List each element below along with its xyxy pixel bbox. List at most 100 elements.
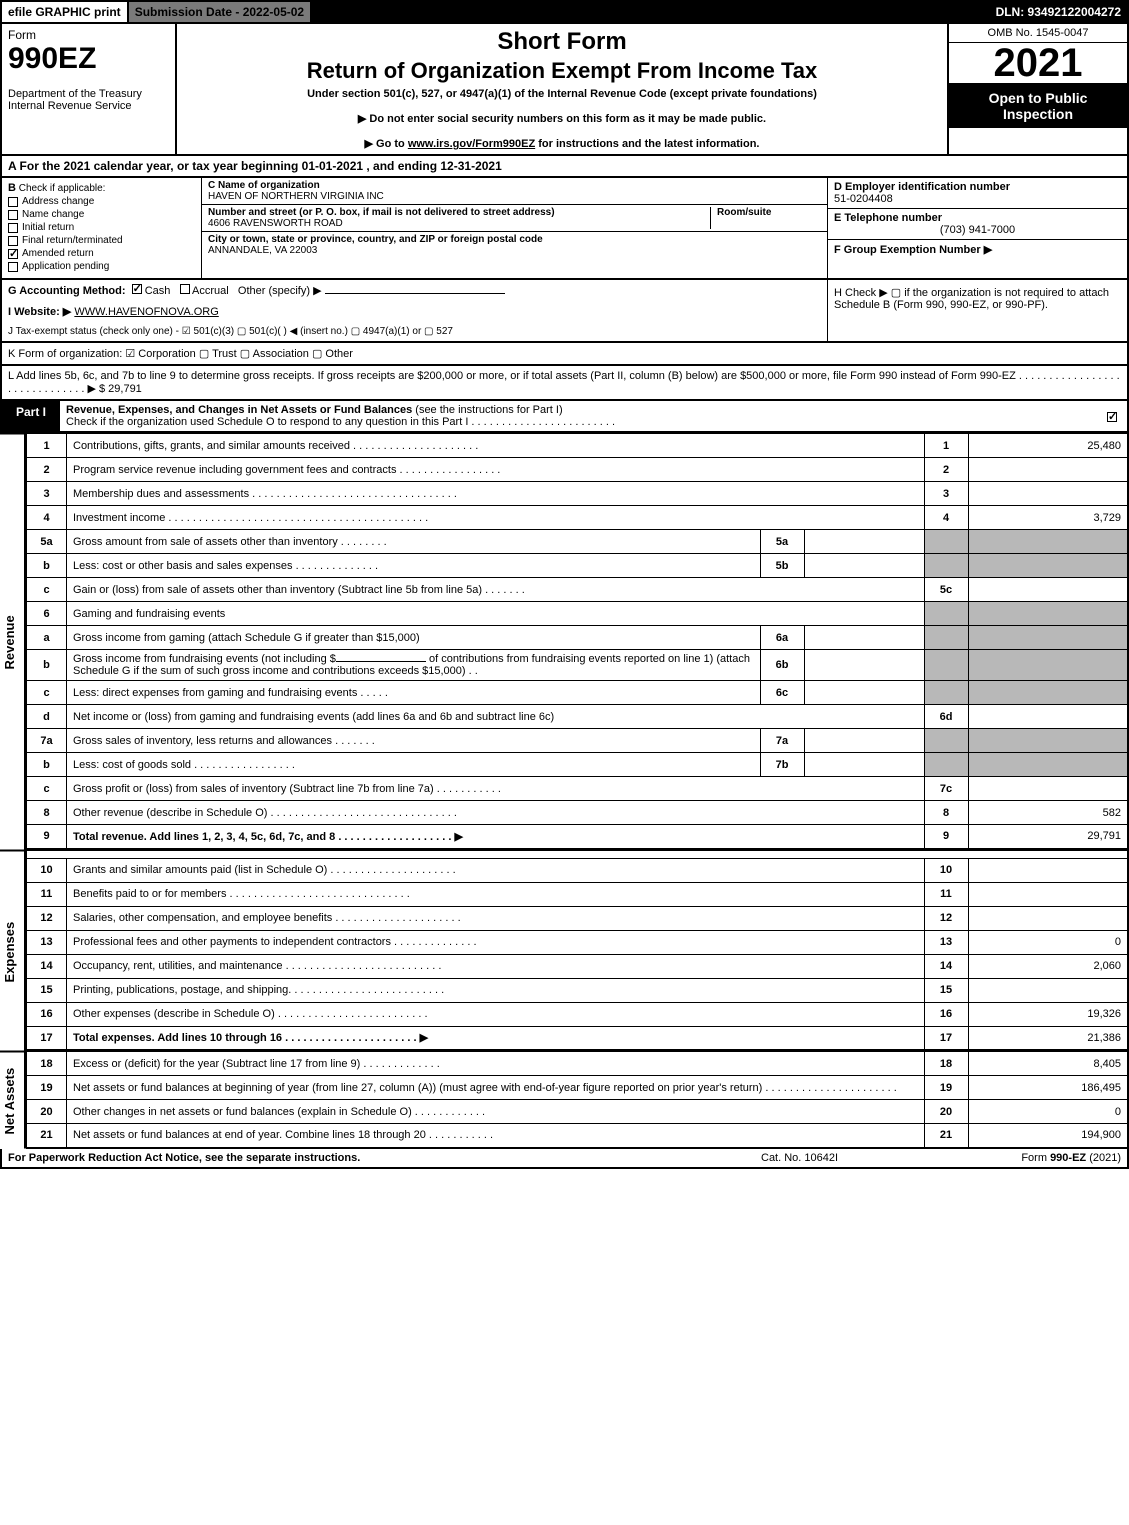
line-desc: Total expenses. Add lines 10 through 16 … bbox=[67, 1026, 925, 1050]
line-6a: aGross income from gaming (attach Schedu… bbox=[27, 626, 1129, 650]
line-num: 4 bbox=[27, 506, 67, 530]
shaded-cell bbox=[924, 554, 968, 578]
row-k: K Form of organization: ☑ Corporation ▢ … bbox=[0, 343, 1129, 366]
line-2: 2Program service revenue including gover… bbox=[27, 458, 1129, 482]
submission-date: Submission Date - 2022-05-02 bbox=[129, 2, 312, 22]
line-desc: Less: cost or other basis and sales expe… bbox=[67, 554, 761, 578]
row-i: I Website: ▶ WWW.HAVENOFNOVA.ORG bbox=[2, 301, 827, 322]
line-desc: Net assets or fund balances at end of ye… bbox=[67, 1124, 925, 1148]
line-num: 20 bbox=[27, 1100, 67, 1124]
line-desc: Gross amount from sale of assets other t… bbox=[67, 530, 761, 554]
line-4: 4Investment income . . . . . . . . . . .… bbox=[27, 506, 1129, 530]
part1-checkbox[interactable] bbox=[1097, 401, 1127, 431]
line-num: 8 bbox=[27, 801, 67, 825]
line-val: 3,729 bbox=[968, 506, 1128, 530]
line-val bbox=[968, 578, 1128, 602]
line-val: 21,386 bbox=[968, 1026, 1128, 1050]
line-subnum: 5b bbox=[760, 554, 804, 578]
line-12: 12Salaries, other compensation, and empl… bbox=[27, 906, 1129, 930]
d-lbl: D Employer identification number bbox=[834, 181, 1121, 193]
line-18: 18Excess or (deficit) for the year (Subt… bbox=[27, 1052, 1129, 1076]
chk-application-pending[interactable]: Application pending bbox=[8, 261, 195, 272]
room-lbl: Room/suite bbox=[717, 207, 821, 218]
line-desc: Membership dues and assessments . . . . … bbox=[67, 482, 925, 506]
b-hdr-text: Check if applicable: bbox=[19, 183, 106, 194]
ein: 51-0204408 bbox=[834, 193, 1121, 205]
line-val: 582 bbox=[968, 801, 1128, 825]
line-val bbox=[968, 482, 1128, 506]
line-20: 20Other changes in net assets or fund ba… bbox=[27, 1100, 1129, 1124]
l9-text: Total revenue. Add lines 1, 2, 3, 4, 5c,… bbox=[73, 831, 463, 843]
expenses-section: Expenses 10Grants and similar amounts pa… bbox=[0, 850, 1129, 1052]
line-rnum: 20 bbox=[924, 1100, 968, 1124]
row-l: L Add lines 5b, 6c, and 7b to line 9 to … bbox=[0, 366, 1129, 401]
line-8: 8Other revenue (describe in Schedule O) … bbox=[27, 801, 1129, 825]
line-7a: 7aGross sales of inventory, less returns… bbox=[27, 729, 1129, 753]
footer-left: For Paperwork Reduction Act Notice, see … bbox=[8, 1152, 761, 1164]
line-7b: bLess: cost of goods sold . . . . . . . … bbox=[27, 753, 1129, 777]
irs-link[interactable]: www.irs.gov/Form990EZ bbox=[408, 138, 535, 150]
revenue-section: Revenue 1Contributions, gifts, grants, a… bbox=[0, 433, 1129, 850]
line-desc: Grants and similar amounts paid (list in… bbox=[67, 858, 925, 882]
f-lbl: F Group Exemption Number ▶ bbox=[834, 243, 1121, 256]
right-box: OMB No. 1545-0047 2021 Open to Public In… bbox=[947, 24, 1127, 154]
line-num: 3 bbox=[27, 482, 67, 506]
line-rnum: 1 bbox=[924, 434, 968, 458]
line-rnum: 5c bbox=[924, 578, 968, 602]
org-name: HAVEN OF NORTHERN VIRGINIA INC bbox=[208, 191, 821, 202]
line-21: 21Net assets or fund balances at end of … bbox=[27, 1124, 1129, 1148]
line-num: 16 bbox=[27, 1002, 67, 1026]
note-link: ▶ Go to www.irs.gov/Form990EZ for instru… bbox=[187, 137, 937, 150]
chk-label: Name change bbox=[22, 209, 84, 220]
line-desc: Gross profit or (loss) from sales of inv… bbox=[67, 777, 925, 801]
line-5c: cGain or (loss) from sale of assets othe… bbox=[27, 578, 1129, 602]
website-link[interactable]: WWW.HAVENOFNOVA.ORG bbox=[74, 306, 218, 318]
line-num: 19 bbox=[27, 1076, 67, 1100]
line-rnum: 9 bbox=[924, 825, 968, 849]
line-num: 15 bbox=[27, 978, 67, 1002]
line-subnum: 6b bbox=[760, 650, 804, 681]
shaded-cell bbox=[924, 626, 968, 650]
chk-initial-return[interactable]: Initial return bbox=[8, 222, 195, 233]
line-rnum: 8 bbox=[924, 801, 968, 825]
checkbox-icon bbox=[1107, 412, 1117, 422]
line-val bbox=[968, 906, 1128, 930]
line-num: 7a bbox=[27, 729, 67, 753]
line-num: 14 bbox=[27, 954, 67, 978]
note-link-post: for instructions and the latest informat… bbox=[535, 138, 759, 150]
line-rnum: 17 bbox=[924, 1026, 968, 1050]
line-val: 29,791 bbox=[968, 825, 1128, 849]
revenue-table: 1Contributions, gifts, grants, and simil… bbox=[26, 433, 1129, 850]
line-subval bbox=[804, 650, 924, 681]
line-subval bbox=[804, 753, 924, 777]
row-j: J Tax-exempt status (check only one) - ☑… bbox=[2, 322, 827, 341]
l17-text: Total expenses. Add lines 10 through 16 … bbox=[73, 1032, 428, 1044]
l6b-t1: Gross income from fundraising events (no… bbox=[73, 653, 336, 665]
line-rnum: 11 bbox=[924, 882, 968, 906]
line-subnum: 6c bbox=[760, 681, 804, 705]
shaded-cell bbox=[968, 530, 1128, 554]
section-c: C Name of organization HAVEN OF NORTHERN… bbox=[202, 178, 827, 278]
page-footer: For Paperwork Reduction Act Notice, see … bbox=[0, 1149, 1129, 1169]
chk-address-change[interactable]: Address change bbox=[8, 196, 195, 207]
expenses-side-label: Expenses bbox=[0, 850, 26, 1052]
chk-label: Application pending bbox=[22, 261, 109, 272]
line-subnum: 5a bbox=[760, 530, 804, 554]
website-value: WWW.HAVENOFNOVA.ORG bbox=[74, 306, 218, 318]
line-6: 6Gaming and fundraising events bbox=[27, 602, 1129, 626]
shaded-cell bbox=[924, 681, 968, 705]
c-city-lbl: City or town, state or province, country… bbox=[208, 234, 821, 245]
line-desc: Other expenses (describe in Schedule O) … bbox=[67, 1002, 925, 1026]
chk-amended-return[interactable]: Amended return bbox=[8, 248, 195, 259]
chk-name-change[interactable]: Name change bbox=[8, 209, 195, 220]
line-11: 11Benefits paid to or for members . . . … bbox=[27, 882, 1129, 906]
part1-subnote: Check if the organization used Schedule … bbox=[66, 416, 615, 428]
line-desc: Excess or (deficit) for the year (Subtra… bbox=[67, 1052, 925, 1076]
line-num: c bbox=[27, 578, 67, 602]
chk-final-return[interactable]: Final return/terminated bbox=[8, 235, 195, 246]
line-desc: Other revenue (describe in Schedule O) .… bbox=[67, 801, 925, 825]
line-13: 13Professional fees and other payments t… bbox=[27, 930, 1129, 954]
line-num: b bbox=[27, 650, 67, 681]
title-return: Return of Organization Exempt From Incom… bbox=[187, 58, 937, 84]
line-desc: Less: direct expenses from gaming and fu… bbox=[67, 681, 761, 705]
